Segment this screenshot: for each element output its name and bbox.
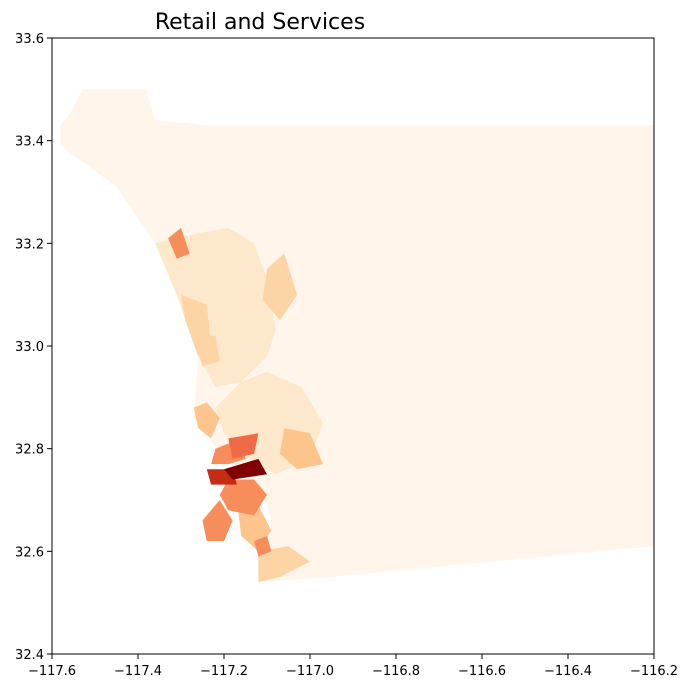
map-region-12 <box>228 433 259 459</box>
x-axis: −117.6 −117.4 −117.2 −117.0 −116.8 −116.6 −116… <box>28 654 678 679</box>
y-axis: 32.4 32.6 32.8 33.0 33.2 33.4 33.6 <box>15 32 52 663</box>
y-tick-label: 32.6 <box>15 545 44 560</box>
y-tick-label: 33.0 <box>15 340 44 355</box>
map-regions <box>60 89 655 583</box>
y-tick-label: 32.4 <box>15 648 44 663</box>
map-region-14 <box>168 227 190 259</box>
y-tick-label: 32.8 <box>15 443 44 458</box>
map-region-1 <box>155 227 276 388</box>
x-tick-label: −117.4 <box>114 664 162 679</box>
map-region-7 <box>279 428 323 470</box>
x-tick-label: −117.6 <box>28 664 76 679</box>
y-tick-label: 33.2 <box>15 237 44 252</box>
y-tick-label: 33.4 <box>15 135 44 150</box>
chart-title: Retail and Services <box>155 10 365 35</box>
x-tick-label: −117.0 <box>286 664 334 679</box>
map-region-0 <box>60 89 655 583</box>
map-region-9 <box>258 546 310 583</box>
y-tick-label: 33.6 <box>15 32 44 47</box>
map-region-6 <box>193 402 220 439</box>
map-region-5 <box>262 253 298 321</box>
map-region-10 <box>219 479 267 516</box>
x-tick-label: −117.2 <box>200 664 248 679</box>
x-tick-label: −116.8 <box>372 664 420 679</box>
x-tick-label: −116.4 <box>544 664 592 679</box>
map-region-13 <box>202 500 233 542</box>
x-tick-label: −116.6 <box>458 664 506 679</box>
map-region-4 <box>193 335 220 367</box>
map-region-15 <box>254 535 272 557</box>
map-region-17 <box>224 458 267 480</box>
x-tick-label: −116.2 <box>630 664 678 679</box>
